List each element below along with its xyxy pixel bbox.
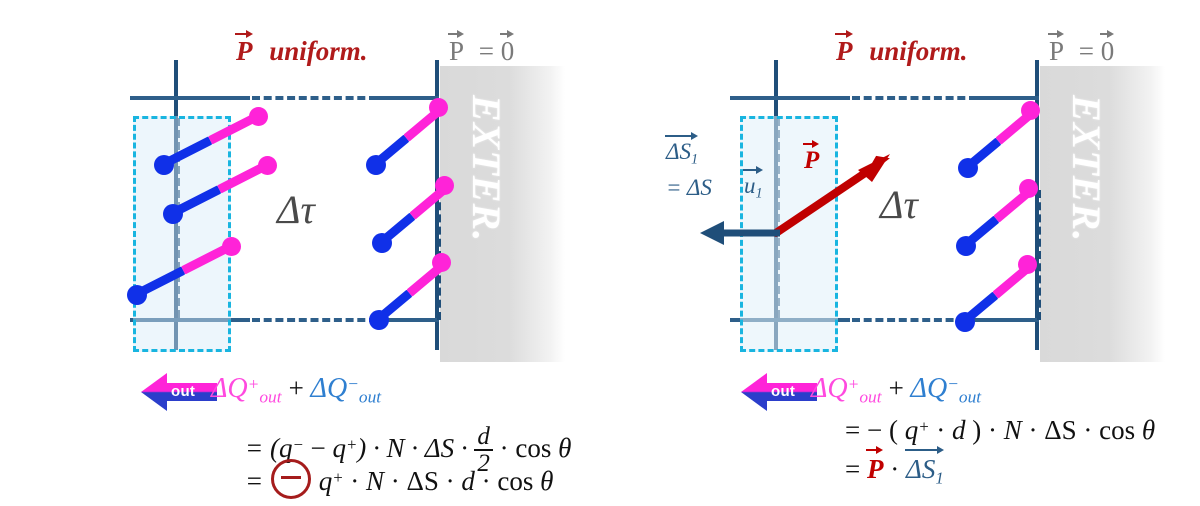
p-uniform-vector-symbol: P: [235, 30, 253, 66]
p-vector-symbol: P: [802, 140, 820, 174]
out-arrow-right: out: [741, 371, 817, 413]
circled-minus-sign: [270, 459, 311, 499]
bottom-edge-solid-left: [130, 318, 250, 322]
delta-s1-equals-label: = ΔS: [666, 175, 712, 200]
zero-vector-symbol: 0: [499, 30, 515, 66]
out-arrow-left: out: [141, 371, 217, 413]
out-arrow-label: out: [171, 383, 196, 400]
top-edge-solid-right: [376, 96, 439, 100]
p-uniform-label-right: P uniform.: [835, 30, 968, 66]
u1-vector-symbol: u1: [743, 166, 763, 202]
top-edge-solid-left: [730, 96, 850, 100]
bottom-edge-solid-right: [976, 318, 1039, 322]
dipole-positive-dot: [258, 156, 277, 175]
unit-vector-u1-label: u1: [743, 166, 763, 202]
dipole-negative-dot: [154, 155, 174, 175]
dipole-positive-dot: [1021, 101, 1040, 120]
dipole-positive-dot: [435, 176, 454, 195]
equation-line-2-right: = − ( q+ · d ) · N · ΔS · cos θ: [845, 415, 1156, 445]
polarization-vector-arrow: [772, 154, 890, 237]
out-arrow-glyph: [741, 373, 817, 411]
out-arrow-label: out: [771, 383, 796, 400]
p-uniform-text: uniform.: [869, 36, 968, 66]
dipole-negative-dot: [955, 312, 975, 332]
equation-line-1-left: ΔQ+out + ΔQ−out: [211, 373, 382, 407]
fraction-d-over-2: d 2: [474, 424, 493, 477]
dipole-positive-dot: [222, 237, 241, 256]
equation-line-1-right: ΔQ+out + ΔQ−out: [811, 373, 982, 407]
equation-delta-s1-vector: ΔS1: [904, 445, 944, 488]
dipole-positive-dot: [249, 107, 268, 126]
p-zero-vector-symbol: P: [1047, 30, 1065, 66]
panel-right: EXTER.: [600, 0, 1200, 506]
exterior-label-left: EXTER.: [464, 95, 509, 243]
p-uniform-text: uniform.: [269, 36, 368, 66]
p-uniform-vector-symbol: P: [835, 30, 853, 66]
dipole-negative-dot: [366, 155, 386, 175]
delta-s1-vector-symbol: ΔS1: [664, 132, 699, 168]
equation-line-2-left: = (q− − q+) · N · ΔS · d 2 · cos θ: [245, 423, 572, 477]
bottom-edge-dashed: [852, 318, 977, 322]
exterior-label-right: EXTER.: [1064, 95, 1109, 243]
exterior-region-left: [440, 66, 565, 362]
p-vector-label: P: [802, 140, 820, 174]
zero-vector-symbol: 0: [1099, 30, 1115, 66]
dipole-negative-dot: [369, 310, 389, 330]
out-arrow-glyph: [141, 373, 217, 411]
top-edge-solid-right: [976, 96, 1039, 100]
top-edge-dashed: [252, 96, 377, 100]
p-zero-label-right: P = 0: [1047, 30, 1115, 66]
dipole-positive-dot: [429, 98, 448, 117]
delta-s1-label: ΔS1: [664, 132, 699, 168]
panel-left: EXTER.: [127, 30, 572, 499]
dipole-negative-dot: [958, 158, 978, 178]
equation-line-3-right: = P · ΔS1: [845, 445, 944, 488]
exterior-region-right: [1040, 66, 1165, 362]
bottom-edge-solid-right: [376, 318, 439, 322]
equation-p-vector: P: [866, 446, 884, 484]
p-uniform-label-left: P uniform.: [235, 30, 368, 66]
bottom-edge-dashed: [252, 318, 377, 322]
p-zero-vector-symbol: P: [447, 30, 465, 66]
right-boundary-dashed: [1037, 190, 1041, 320]
unit-vector-arrow: [700, 221, 780, 245]
dipole-negative-dot: [956, 236, 976, 256]
volume-label-right: Δτ: [880, 182, 918, 227]
equation-line-3-left: = q+ · N · ΔS · d · cos θ: [245, 459, 553, 499]
volume-label-left: Δτ: [277, 187, 315, 232]
dipole-negative-dot: [163, 204, 183, 224]
dipole-negative-dot: [127, 285, 147, 305]
dipole-positive-dot: [1018, 255, 1037, 274]
dipole-positive-dot: [432, 253, 451, 272]
top-edge-dashed: [852, 96, 977, 100]
dipole-positive-dot: [1019, 179, 1038, 198]
top-edge-solid-left: [130, 96, 250, 100]
p-zero-label-left: P = 0: [447, 30, 515, 66]
dipole-negative-dot: [372, 233, 392, 253]
